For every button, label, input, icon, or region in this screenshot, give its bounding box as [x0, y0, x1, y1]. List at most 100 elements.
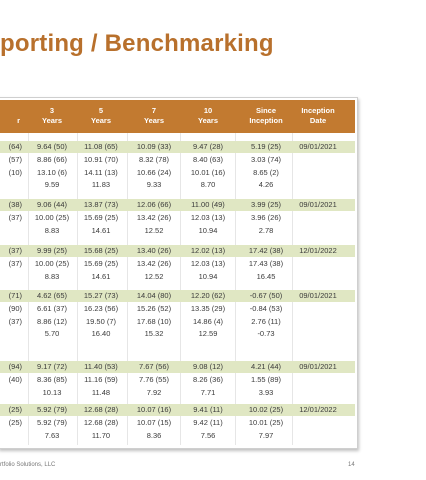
- column-header: Years: [143, 116, 165, 125]
- value-cell: 17.43 (38): [248, 258, 284, 268]
- value-cell: 7.63: [44, 430, 60, 440]
- highlight-row: [0, 404, 355, 416]
- value-cell: 10.66 (24): [136, 167, 172, 177]
- highlight-row: [0, 361, 355, 373]
- value-cell: 8.65 (2): [253, 167, 279, 177]
- value-cell: 8.32 (78): [138, 154, 170, 164]
- value-cell: 16.45: [256, 271, 276, 281]
- rank-cell: (40): [8, 374, 22, 384]
- value-cell: 11.00 (49): [191, 200, 225, 209]
- value-cell: 12.03 (13): [190, 258, 226, 268]
- value-cell: 8.40 (63): [192, 154, 224, 164]
- rank-cell: (64): [8, 142, 22, 151]
- rank-cell: (37): [8, 316, 22, 326]
- column-header: 3: [49, 106, 55, 115]
- value-cell: 10.94: [198, 271, 218, 281]
- value-cell: 7.67 (56): [138, 362, 170, 371]
- value-cell: 11.70: [91, 430, 111, 440]
- value-cell: 12.20 (62): [190, 291, 226, 300]
- value-cell: 13.42 (26): [136, 212, 172, 222]
- value-cell: 10.07 (16): [136, 405, 172, 414]
- column-header: Years: [197, 116, 219, 125]
- value-cell: 3.93: [258, 387, 274, 397]
- value-cell: 8.26 (36): [192, 374, 224, 384]
- column-divider: [180, 133, 181, 445]
- value-cell: 11.40 (53): [84, 362, 118, 371]
- value-cell: 3.03 (74): [250, 154, 282, 164]
- value-cell: 6.61 (37): [36, 303, 68, 313]
- column-header: 10: [203, 106, 213, 115]
- value-cell: 8.70: [200, 180, 216, 190]
- value-cell: 4.21 (44): [250, 362, 282, 371]
- date-cell: 12/01/2022: [299, 405, 337, 414]
- column-divider: [77, 133, 78, 445]
- table-header: [0, 100, 355, 133]
- value-cell: 12.59: [198, 329, 218, 339]
- table-frame: [0, 97, 358, 449]
- value-cell: 5.92 (79): [36, 417, 68, 427]
- value-cell: 2.78: [258, 225, 274, 235]
- rank-cell: (37): [8, 258, 22, 268]
- value-cell: 11.83: [91, 180, 111, 190]
- value-cell: 11.48: [91, 387, 111, 397]
- value-cell: 9.17 (72): [36, 362, 68, 371]
- page-number: 14: [348, 462, 355, 468]
- value-cell: 15.32: [144, 329, 164, 339]
- value-cell: 15.69 (25): [83, 212, 119, 222]
- value-cell: 13.40 (26): [136, 246, 172, 255]
- highlight-row: [0, 199, 355, 211]
- value-cell: 12.06 (66): [136, 200, 172, 209]
- value-cell: -0.84 (53): [249, 303, 283, 313]
- value-cell: 7.71: [200, 387, 216, 397]
- column-divider: [127, 133, 128, 445]
- value-cell: 14.04 (80): [136, 291, 172, 300]
- value-cell: 5.19 (25): [250, 142, 282, 151]
- value-cell: 13.10 (6): [36, 167, 68, 177]
- value-cell: 10.01 (25): [248, 417, 284, 427]
- value-cell: 15.68 (25): [83, 246, 119, 255]
- rank-cell: (94): [8, 362, 22, 371]
- value-cell: 16.40: [91, 329, 111, 339]
- rank-cell: (38): [8, 200, 22, 209]
- value-cell: 14.61: [91, 271, 111, 281]
- column-divider: [28, 133, 29, 445]
- value-cell: 8.36 (85): [36, 374, 68, 384]
- rank-cell: (10): [8, 167, 22, 177]
- column-header: Years: [41, 116, 63, 125]
- value-cell: 3.99 (25): [250, 200, 282, 209]
- value-cell: 4.62 (65): [36, 291, 68, 300]
- date-cell: 09/01/2021: [299, 291, 337, 300]
- highlight-row: [0, 245, 355, 257]
- value-cell: 11.16 (59): [84, 374, 118, 384]
- value-cell: 12.52: [144, 271, 164, 281]
- value-cell: 9.08 (12): [192, 362, 224, 371]
- column-divider: [235, 133, 236, 445]
- column-header: Since: [255, 106, 276, 115]
- value-cell: 15.69 (25): [83, 258, 119, 268]
- value-cell: -0.67 (50): [249, 291, 283, 300]
- value-cell: 8.83: [44, 225, 60, 235]
- highlight-row: [0, 141, 355, 153]
- value-cell: 2.76 (11): [251, 316, 281, 326]
- value-cell: 9.41 (11): [193, 405, 223, 414]
- value-cell: 1.55 (89): [250, 374, 282, 384]
- value-cell: 19.50 (7): [85, 316, 117, 326]
- value-cell: 5.92 (79): [36, 405, 68, 414]
- column-header: Years: [90, 116, 112, 125]
- value-cell: 9.06 (44): [36, 200, 68, 209]
- column-header: Inception: [249, 116, 283, 125]
- value-cell: 8.86 (66): [36, 154, 68, 164]
- value-cell: 10.02 (25): [248, 405, 284, 414]
- value-cell: 3.96 (26): [250, 212, 282, 222]
- column-header: Inception: [301, 106, 335, 115]
- value-cell: -0.73: [257, 329, 275, 339]
- value-cell: 5.70: [44, 329, 60, 339]
- value-cell: 12.52: [144, 225, 164, 235]
- rank-cell: (71): [8, 291, 22, 300]
- value-cell: 10.07 (15): [136, 417, 172, 427]
- rank-cell: (37): [8, 212, 22, 222]
- value-cell: 12.68 (28): [83, 405, 119, 414]
- value-cell: 7.92: [146, 387, 162, 397]
- value-cell: 15.26 (52): [136, 303, 172, 313]
- value-cell: 10.09 (33): [136, 142, 172, 151]
